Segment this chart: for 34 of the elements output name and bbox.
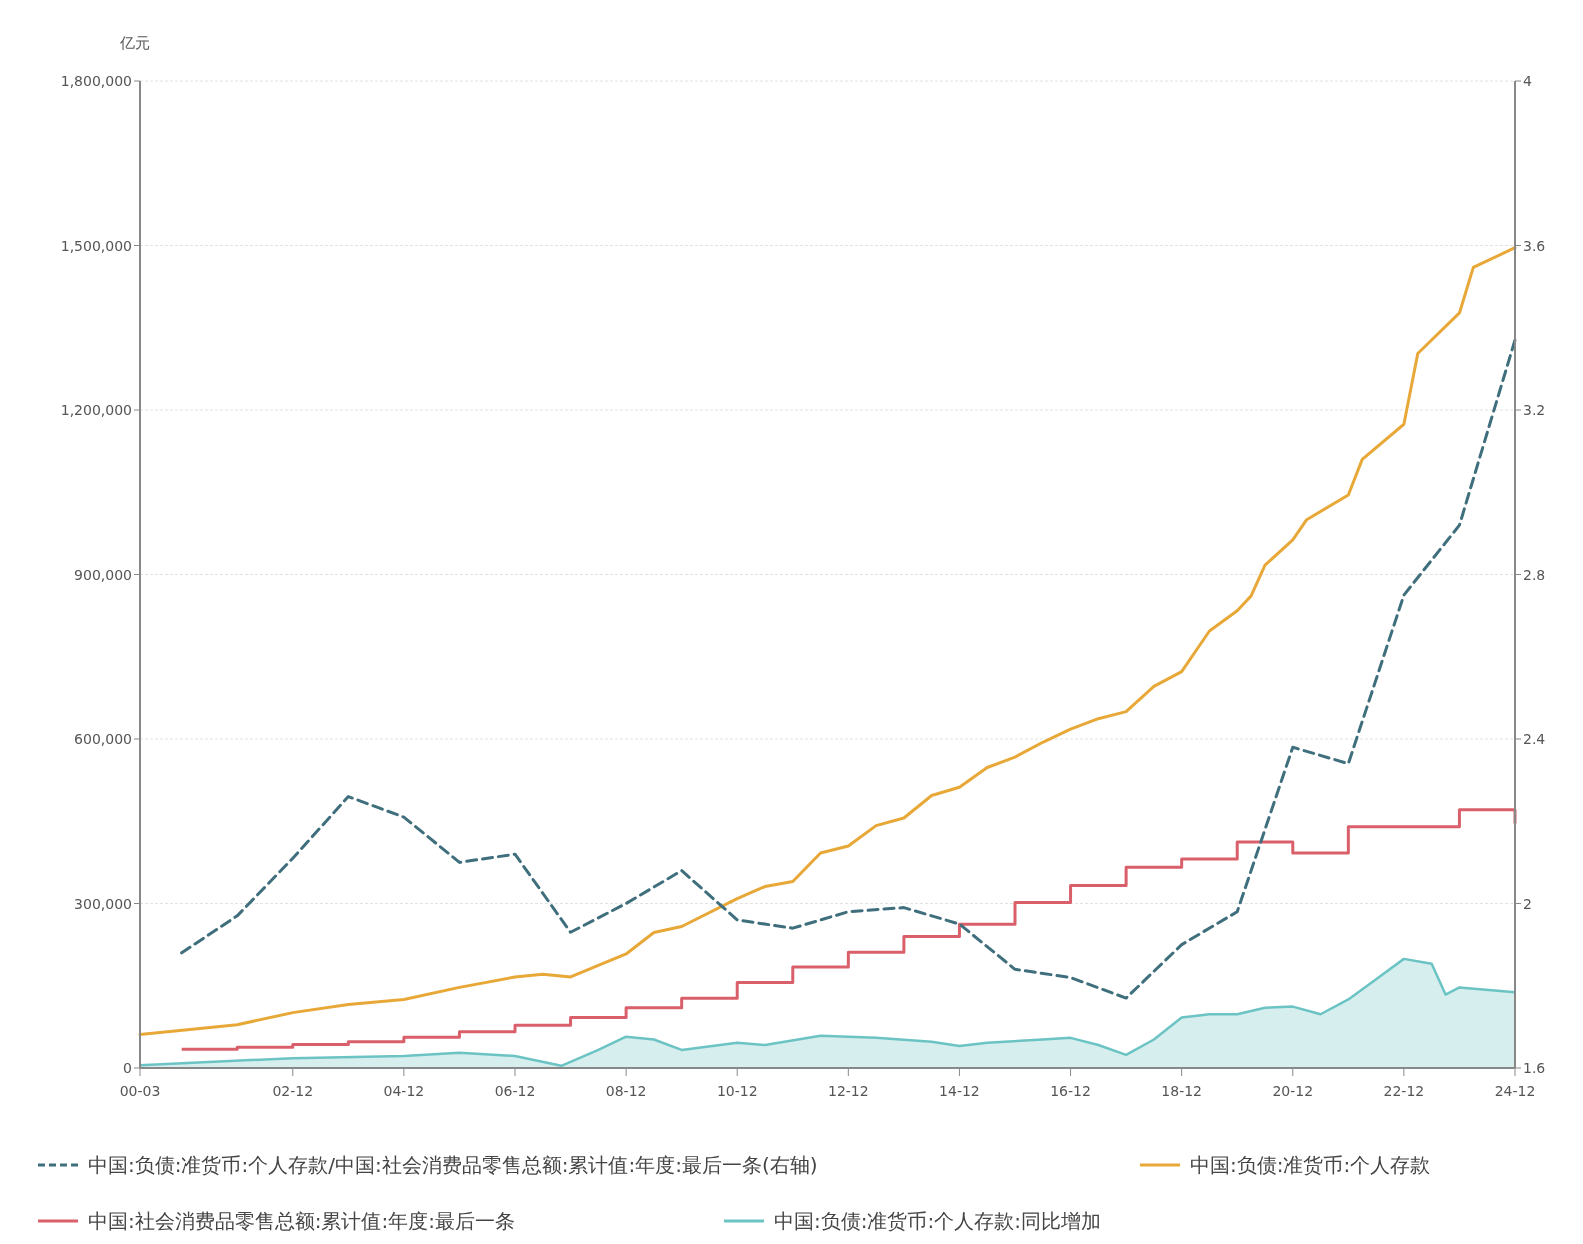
y2-tick-label: 2.4 [1523,731,1546,747]
line-series [180,338,1517,1000]
legend-label: 中国:社会消费品零售总额:累计值:年度:最后一条 [88,1209,515,1233]
x-tick-label: 02-12 [272,1083,314,1099]
y-tick-label: 1,800,000 [60,73,132,89]
y-axis-title: 亿元 [119,34,150,52]
x-tick-label: 12-12 [827,1083,869,1099]
x-tick-label: 18-12 [1161,1083,1203,1099]
y-tick-label: 600,000 [74,731,132,747]
x-tick-label: 16-12 [1050,1083,1091,1099]
x-tick-label: 00-03 [119,1083,161,1099]
x-tick-label: 22-12 [1383,1083,1425,1099]
y-tick-label: 1,500,000 [60,237,132,254]
y-tick-label: 300,000 [74,895,132,912]
x-tick-label: 14-12 [939,1083,980,1099]
legend-label: 中国:负债:准货币:个人存款 [1190,1153,1431,1177]
x-tick-label: 06-12 [494,1083,536,1099]
x-tick-label: 10-12 [716,1083,758,1099]
y2-tick-label: 1.6 [1523,1060,1546,1076]
y2-tick-label: 3.2 [1523,402,1546,418]
y-tick-label: 1,200,000 [60,402,132,418]
legend-label: 中国:负债:准货币:个人存款:同比增加 [774,1209,1101,1233]
y2-tick-label: 3.6 [1523,237,1546,254]
legend-label: 中国:负债:准货币:个人存款/中国:社会消费品零售总额:累计值:年度:最后一条(右轴) [88,1153,818,1177]
x-tick-label: 24-12 [1494,1083,1536,1099]
y-tick-label: 900,000 [74,566,132,583]
y2-tick-label: 2 [1523,895,1532,912]
x-tick-label: 04-12 [383,1083,425,1099]
x-tick-label: 08-12 [605,1083,647,1099]
y2-tick-label: 2.8 [1523,566,1546,583]
line-series [138,246,1517,1037]
y2-tick-label: 4 [1523,73,1532,89]
x-tick-label: 20-12 [1272,1083,1314,1099]
y-tick-label: 0 [123,1060,132,1076]
